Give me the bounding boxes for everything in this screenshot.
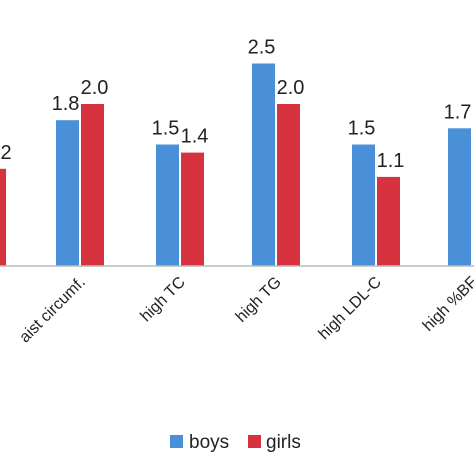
value-label-girls-2: 2.0 bbox=[277, 77, 305, 99]
tick-label-4: high %BF bbox=[420, 274, 474, 335]
legend-swatch-girls bbox=[248, 435, 261, 448]
value-labels-layer: 21.82.01.5 1.42.52.01.51.11.7 bbox=[0, 37, 471, 172]
value-label-boys-0: 1.8 bbox=[52, 93, 80, 115]
bar-boys-3 bbox=[352, 144, 375, 266]
tick-labels-layer: aist circumf. high TC high TG high LDL-C hig… bbox=[16, 274, 474, 347]
bar-partial-girls bbox=[0, 168, 6, 266]
value-label-girls-0: 2.0 bbox=[81, 77, 109, 99]
bar-boys-0 bbox=[56, 120, 79, 266]
bar-boys-4 bbox=[448, 128, 471, 266]
tick-label-0: aist circumf. bbox=[16, 274, 88, 346]
bar-girls-0 bbox=[81, 104, 104, 266]
value-label-boys-3: 1.5 bbox=[348, 118, 376, 140]
tick-label-3: high LDL-C bbox=[316, 274, 385, 343]
bar-girls-3 bbox=[377, 176, 400, 266]
bar-girls-1 bbox=[181, 152, 204, 266]
bars-layer bbox=[0, 63, 471, 266]
tick-label-2: high TG bbox=[233, 274, 285, 326]
bar-girls-2 bbox=[277, 104, 300, 266]
legend-label-girls: girls bbox=[266, 432, 301, 453]
value-label-partial-girls: 2 bbox=[0, 142, 11, 164]
value-label-boys-4: 1.7 bbox=[444, 101, 472, 123]
tick-label-1: high TC bbox=[137, 274, 188, 325]
bar-boys-2 bbox=[252, 63, 275, 266]
value-label-girls-3: 1.1 bbox=[377, 150, 405, 172]
value-label-girls-1: 1.4 bbox=[181, 126, 209, 148]
legend: boys girls bbox=[170, 432, 301, 453]
legend-label-boys: boys bbox=[189, 432, 229, 453]
bar-boys-1 bbox=[156, 144, 179, 266]
value-label-boys-1: 1.5 bbox=[152, 118, 180, 140]
legend-swatch-boys bbox=[170, 435, 183, 448]
value-label-boys-2: 2.5 bbox=[248, 37, 276, 59]
